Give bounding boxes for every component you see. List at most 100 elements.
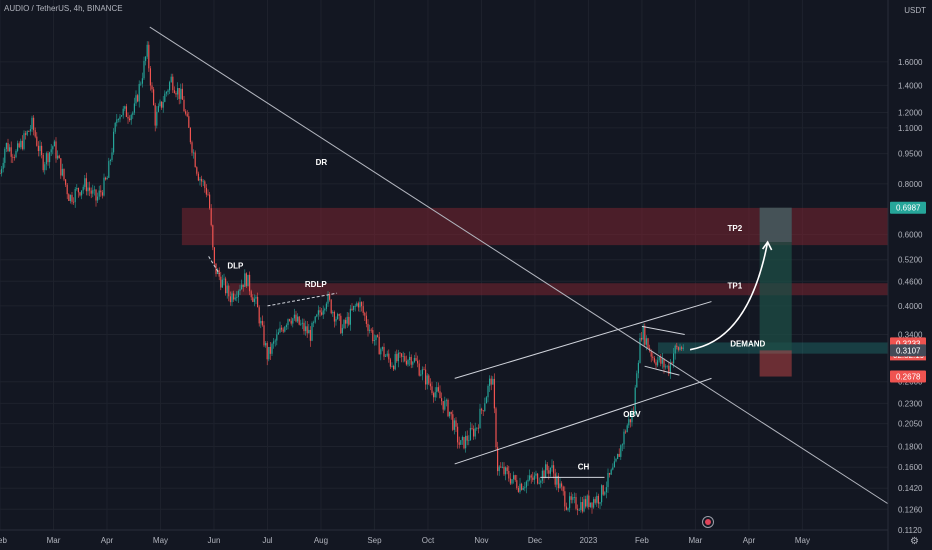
candle-body — [311, 322, 313, 341]
candle-body — [12, 156, 14, 158]
time-axis[interactable]: Feb Mar Apr May Jun Jul Aug Sep Oct Nov Dec 2023 Feb… — [0, 529, 919, 547]
candle-body — [52, 146, 54, 150]
candle-body — [103, 177, 105, 196]
candle-body — [450, 411, 452, 415]
candle-body — [482, 410, 484, 412]
dr-trendline — [149, 26, 889, 505]
x-tick-label: Jul — [262, 536, 272, 545]
candle-body — [50, 149, 52, 153]
candle-body — [316, 314, 318, 317]
candle-body — [569, 496, 571, 509]
long-position-tool[interactable] — [759, 207, 792, 377]
candle-body — [172, 76, 174, 91]
candle-body — [625, 431, 627, 433]
candle-body — [495, 408, 497, 448]
channel-lower-line — [454, 377, 712, 465]
candle-body — [282, 329, 284, 332]
candle-body — [585, 499, 587, 507]
candle-body — [610, 469, 612, 475]
candle-body — [185, 111, 187, 114]
candle-body — [181, 88, 183, 100]
candle-body — [89, 187, 91, 191]
candle-body — [193, 152, 195, 154]
drawings[interactable] — [149, 26, 889, 505]
candle-body — [516, 480, 518, 488]
candle-body — [57, 155, 59, 159]
candle-body — [434, 392, 436, 398]
candle-body — [620, 445, 622, 457]
candle-body — [97, 196, 99, 201]
candle-body — [63, 168, 65, 180]
candle-body — [188, 116, 190, 128]
candle-body — [473, 428, 475, 437]
candle-body — [506, 467, 508, 471]
candle-body — [397, 352, 399, 362]
candle-body — [645, 338, 647, 345]
candle-body — [465, 435, 467, 449]
dlp-label: DLP — [227, 261, 244, 270]
candle-body — [524, 487, 526, 489]
candle-body — [420, 374, 422, 376]
candle-body — [226, 285, 228, 294]
candle-body — [143, 60, 145, 79]
x-tick-label: Oct — [422, 536, 435, 545]
candle-body — [545, 464, 547, 479]
candle-body — [351, 308, 353, 310]
candle-body — [25, 133, 27, 135]
candle-body — [341, 328, 343, 334]
candle-body — [49, 152, 51, 163]
candle-body — [346, 316, 348, 324]
candle-body — [551, 465, 553, 468]
candle-body — [565, 506, 567, 510]
candle-body — [68, 194, 70, 202]
candle-body — [194, 152, 196, 168]
candle-body — [337, 314, 339, 319]
candle-body — [581, 502, 583, 512]
candle-body — [217, 270, 219, 274]
candle-body — [417, 360, 419, 364]
candle-body — [23, 133, 25, 149]
candle-body — [165, 91, 167, 94]
symbol-logo-icon[interactable] — [702, 516, 714, 528]
candle-body — [204, 181, 206, 188]
candle-body — [396, 354, 398, 362]
candle-body — [161, 101, 163, 108]
candle-body — [602, 485, 604, 495]
candle-body — [266, 343, 268, 360]
candle-body — [81, 190, 83, 196]
candle-body — [655, 362, 657, 366]
candle-body — [132, 112, 134, 115]
candle-body — [401, 353, 403, 357]
candle-body — [284, 326, 286, 332]
y-tick-label: 0.2050 — [898, 420, 923, 429]
candle-body — [389, 359, 391, 367]
candle-body — [477, 427, 479, 429]
candle-body — [503, 466, 505, 475]
candle-body — [305, 326, 307, 332]
candle-body — [567, 508, 569, 510]
settings-gear-icon[interactable]: ⚙ — [910, 536, 919, 547]
candle-body — [231, 293, 233, 303]
candle-body — [364, 312, 366, 316]
candle-body — [509, 478, 511, 484]
candle-body — [338, 314, 340, 316]
candle-body — [157, 106, 159, 112]
y-tick-label: 0.3400 — [898, 331, 923, 340]
candle-body — [145, 56, 147, 61]
price-axis[interactable]: 1.6000 1.4000 1.2000 1.1000 0.9500 0.8000 0.60… — [887, 0, 926, 550]
candle-body — [593, 499, 595, 508]
candle-body — [543, 470, 545, 479]
candle-body — [617, 453, 619, 459]
candle-body — [1, 168, 3, 174]
candle-body — [186, 113, 188, 117]
candle-body — [55, 141, 57, 159]
candle-body — [47, 153, 49, 163]
position-stop-area — [759, 350, 792, 377]
candle-body — [156, 111, 158, 126]
candle-body — [484, 403, 486, 411]
candle-body — [201, 178, 203, 182]
candle-body — [445, 399, 447, 401]
candle-body — [666, 365, 668, 367]
x-tick-label: May — [153, 536, 168, 545]
